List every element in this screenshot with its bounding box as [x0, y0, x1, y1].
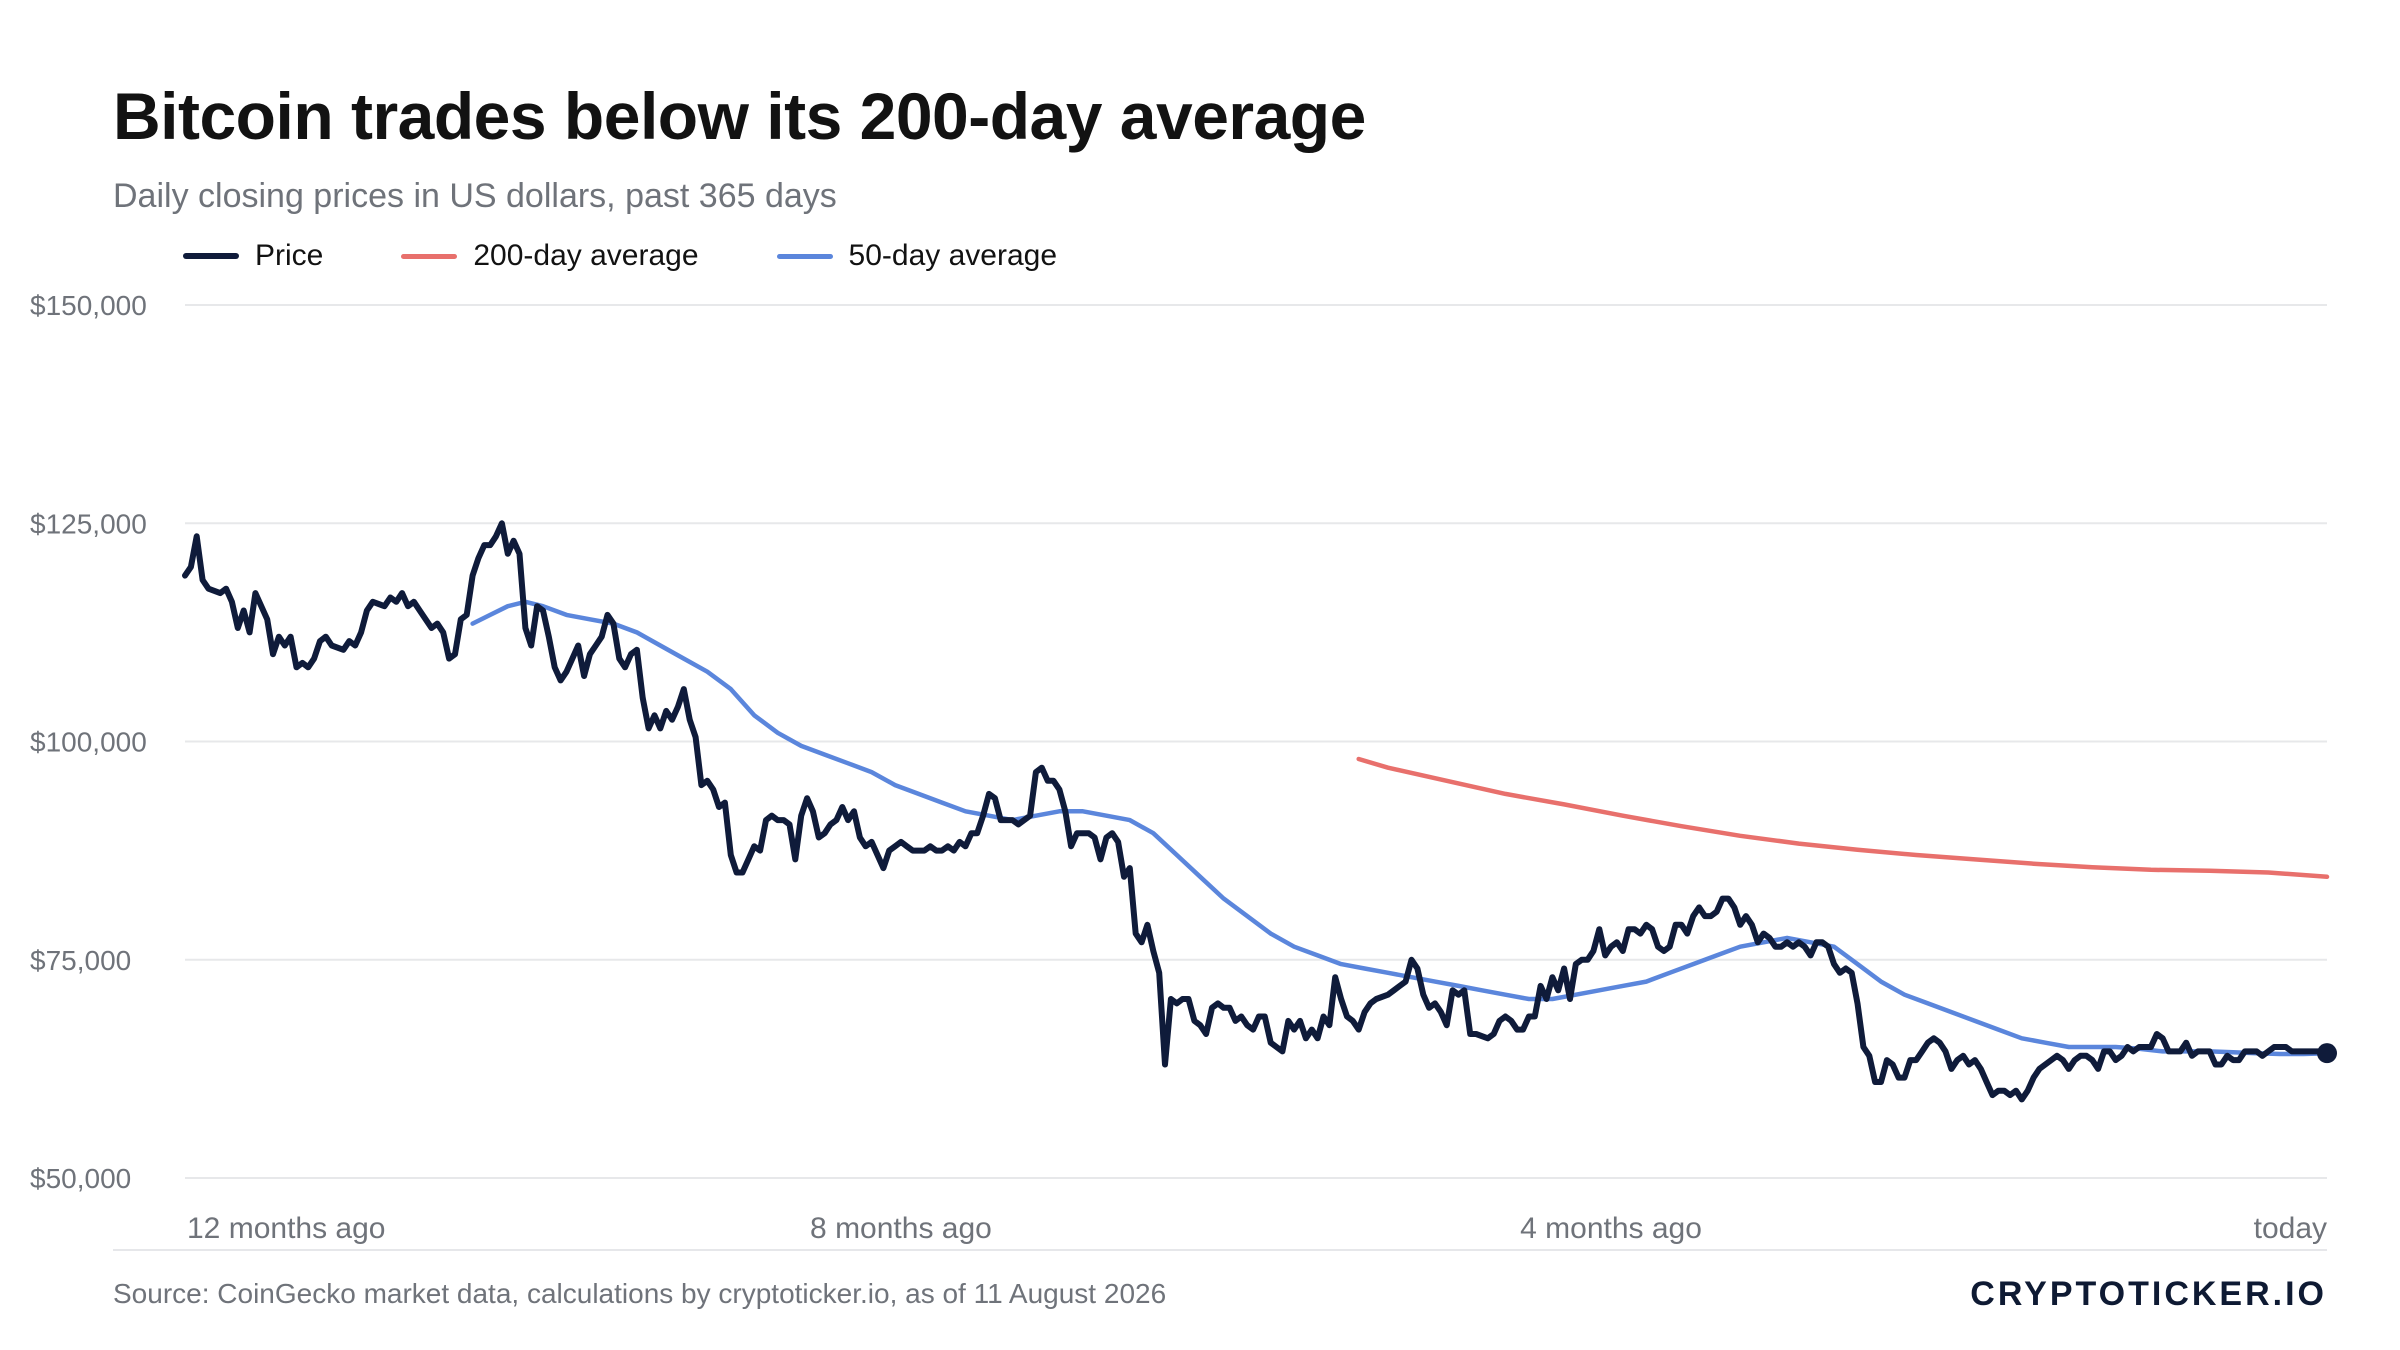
series-line-avg50: [470, 599, 2330, 1057]
gridlines: [185, 304, 2327, 1179]
source-note: Source: CoinGecko market data, calculati…: [113, 1278, 1167, 1309]
chart-subtitle: Daily closing prices in US dollars, past…: [113, 177, 837, 215]
chart-title: Bitcoin trades below its 200-day average: [113, 79, 1366, 153]
legend-swatch-price: [183, 253, 239, 259]
y-axis-labels: $50,000 $75,000 $100,000 $125,000 $150,000: [30, 290, 147, 1194]
x-tick-label: today: [2254, 1212, 2327, 1245]
x-axis-labels: 12 months ago 8 months ago 4 months ago tod…: [187, 1212, 2327, 1245]
legend-label-price: Price: [255, 239, 324, 272]
series-line-price: [182, 520, 2330, 1103]
y-tick-label: $100,000: [30, 727, 147, 758]
legend-label-200-day-average: 200-day average: [473, 239, 699, 272]
x-tick-label: 4 months ago: [1520, 1212, 1702, 1245]
legend-item-200-day-average: 200-day average: [401, 239, 699, 273]
current-price-marker: [2317, 1043, 2337, 1064]
legend-item-50-day-average: 50-day average: [776, 239, 1058, 273]
x-tick-label: 8 months ago: [810, 1212, 992, 1245]
legend-label-50-day-average: 50-day average: [848, 239, 1058, 272]
y-tick-label: $50,000: [30, 1163, 131, 1194]
y-tick-label: $75,000: [30, 945, 131, 976]
legend-swatch-200-day-average: [401, 253, 458, 259]
series-lines: [182, 520, 2330, 1103]
y-tick-label: $125,000: [30, 508, 147, 539]
footer-divider: [113, 1249, 2327, 1251]
current-value-marker-layer: [2317, 1043, 2337, 1064]
legend-swatch-50-day-average: [776, 253, 833, 259]
y-tick-label: $150,000: [30, 290, 147, 321]
series-line-avg200: [1356, 756, 2330, 880]
x-tick-label: 12 months ago: [187, 1212, 385, 1245]
legend-item-price: Price: [183, 239, 323, 273]
brand-logo-text: CRYPTOTICKER.IO: [1970, 1275, 2327, 1313]
legend: Price 200-day average 50-day average: [183, 236, 1135, 276]
